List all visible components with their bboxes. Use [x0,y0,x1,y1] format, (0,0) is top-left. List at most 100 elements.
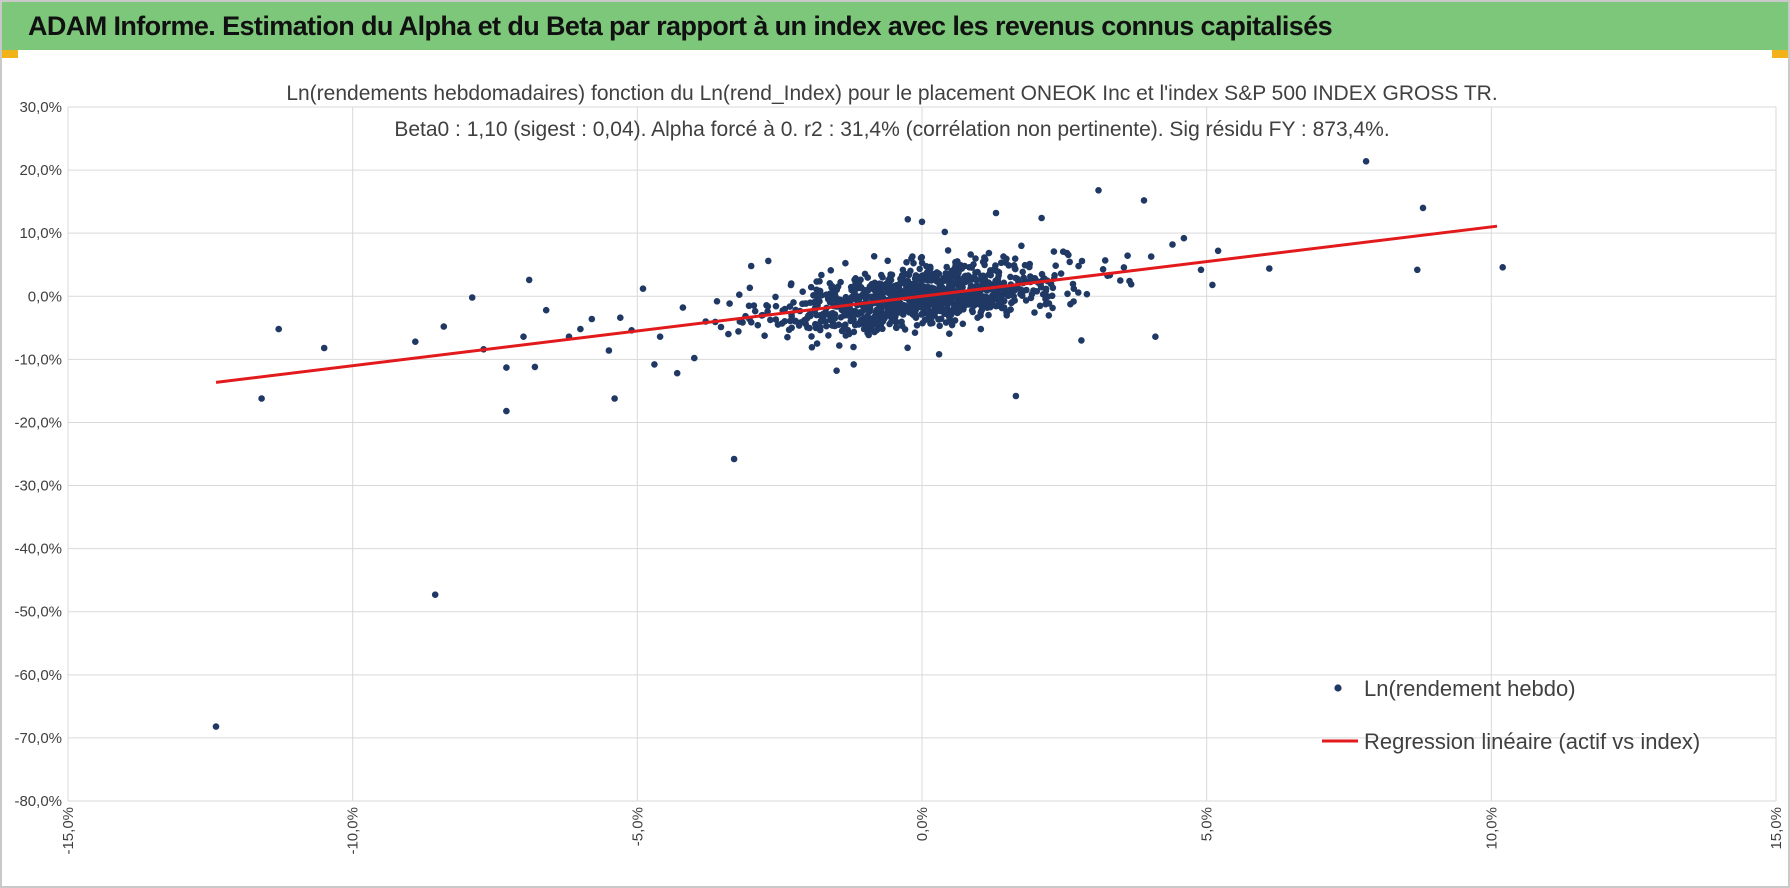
scatter-point [656,333,664,341]
scatter-point [1069,280,1077,288]
scatter-point [958,276,965,283]
scatter-point [1075,289,1082,296]
corner-marker-left [2,50,18,58]
scatter-point [1033,288,1041,295]
scatter-point [911,300,918,308]
scatter-point [1045,312,1053,319]
scatter-point [717,323,725,331]
scatter-point [440,323,448,330]
scatter-point [904,344,911,352]
scatter-point [725,330,732,338]
scatter-point [730,455,738,463]
scatter-point [977,309,984,316]
scatter-point [577,325,584,333]
regression-line [215,224,1498,384]
scatter-point [1266,265,1273,272]
scatter-point [1078,257,1086,265]
scatter-point [1126,277,1133,285]
scatter-point [947,297,954,304]
scatter-point [1008,298,1016,306]
scatter-point [931,306,938,314]
scatter-point [808,344,816,351]
scatter-point [1070,298,1077,305]
scatter-point [826,299,834,306]
scatter-chart: 30,0% 20,0% 10,0% 0,0% -10,0% -20,0% -30,0% -40… [14,74,1785,855]
scatter-point [1066,258,1073,266]
scatter-point [979,279,987,287]
scatter-point [813,340,821,347]
scatter-point [520,333,527,341]
scatter-point [679,304,687,311]
scatter-point [1005,292,1012,300]
y-tick-label: -20,0% [14,414,62,431]
scatter-point [908,255,915,262]
scatter-point [878,271,885,279]
scatter-point [774,321,782,328]
scatter-point [951,317,959,324]
scatter-point [787,281,795,289]
scatter-point [892,317,899,325]
scatter-point [1012,274,1019,282]
scatter-point [832,293,839,300]
scatter-point [726,300,733,307]
x-tick-label: 10,0% [1483,807,1500,850]
scatter-point [911,288,918,296]
scatter-point [1038,214,1045,222]
x-tick-label: 15,0% [1768,807,1785,850]
scatter-point [651,361,658,368]
scatter-point [948,321,956,329]
scatter-point [850,328,858,336]
scatter-point [987,303,994,311]
scatter-point [828,282,836,290]
scatter-point [862,324,870,331]
scatter-point [928,314,935,322]
scatter-point [1414,266,1421,274]
scatter-point [921,298,929,306]
scatter-point [258,395,265,402]
scatter-point [935,351,943,358]
grid-lines [67,106,1777,802]
scatter-point [870,253,878,260]
scatter-point [1075,262,1082,270]
scatter-point [812,320,819,328]
scatter-point [784,333,791,341]
scatter-point [985,249,993,257]
scatter-point [531,363,539,371]
scatter-point [320,344,328,352]
scatter-point [1031,275,1039,282]
scatter-point [972,255,979,262]
scatter-point [503,407,510,415]
regression-line-group [215,224,1498,384]
y-tick-label: -50,0% [14,604,62,621]
chart-titles: Ln(rendements hebdomadaires) fonction du… [282,74,1502,141]
scatter-point [790,299,797,306]
scatter-point [1012,392,1020,400]
x-tick-label: -10,0% [345,807,362,855]
scatter-point [907,267,914,275]
legend-marker-scatter [1334,684,1342,692]
scatter-point [854,310,861,317]
scatter-point [1050,248,1058,255]
scatter-point [837,314,845,321]
scatter-point [1078,337,1085,344]
scatter-point [909,311,917,319]
scatter-point [1011,255,1019,262]
scatter-point [918,218,926,226]
scatter-point [862,291,869,299]
scatter-point [886,279,893,286]
scatter-point [927,300,934,307]
scatter-point [750,302,758,309]
scatter-point [944,301,951,309]
scatter-point [816,278,823,285]
scatter-point [1049,284,1057,292]
scatter-point [1018,242,1025,250]
scatter-point [981,254,988,261]
scatter-point [941,306,949,314]
scatter-point [956,294,964,301]
scatter-point [921,272,928,279]
title-line1-bg [282,74,1502,106]
scatter-point [997,259,1005,267]
scatter-point [1022,297,1030,304]
scatter-point [881,287,888,295]
